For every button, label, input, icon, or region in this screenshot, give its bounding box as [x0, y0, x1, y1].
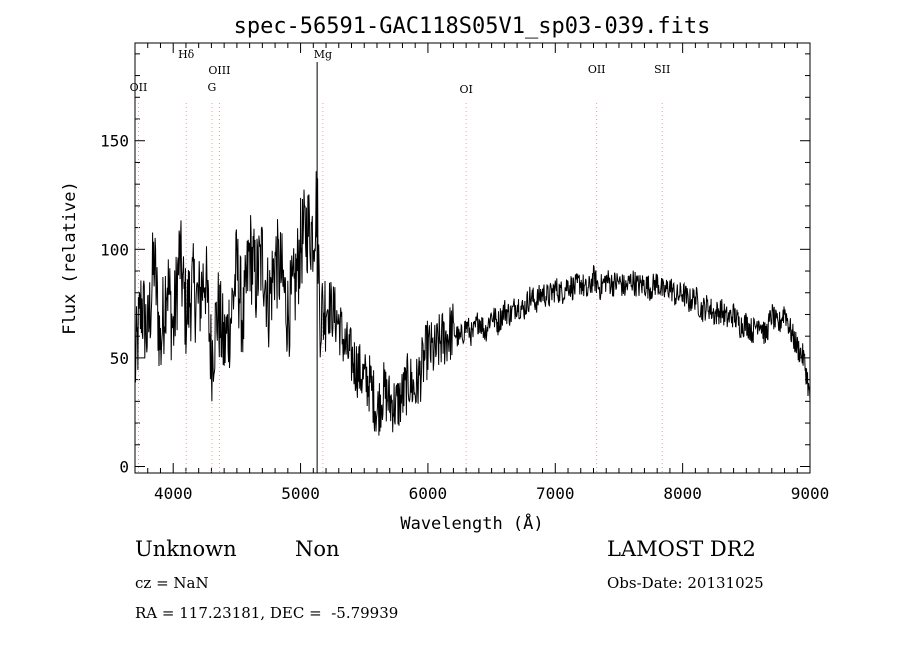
chart-title: spec-56591-GAC118S05V1_sp03-039.fits	[234, 14, 711, 39]
spectral-line-label: G	[208, 81, 217, 94]
object-class: Unknown	[135, 537, 237, 561]
y-tick-label: 50	[110, 349, 129, 368]
x-tick-label: 4000	[154, 484, 193, 503]
x-axis-label: Wavelength (Å)	[400, 512, 543, 534]
x-tick-label: 9000	[791, 484, 830, 503]
object-subclass: Non	[295, 537, 340, 561]
y-tick-label: 100	[100, 240, 129, 259]
survey-name: LAMOST DR2	[607, 537, 756, 561]
x-tick-label: 8000	[663, 484, 702, 503]
spectral-line-label: Hδ	[178, 48, 195, 61]
x-tick-labels: 4000 5000 6000 7000 8000 9000	[154, 484, 829, 503]
spectral-line-label: Mg	[314, 48, 332, 61]
y-tick-label: 0	[119, 457, 129, 476]
observation-date: Obs-Date: 20131025	[607, 574, 764, 592]
y-tick-label: 150	[100, 132, 129, 151]
spectral-line-markers: OII Hδ OIII G Mg OI OII SII	[130, 48, 670, 473]
spectral-line-label: OIII	[208, 64, 230, 77]
redshift-cz: cz = NaN	[135, 574, 209, 592]
y-tick-labels: 0 50 100 150	[100, 132, 129, 477]
y-axis-label: Flux (relative)	[60, 181, 80, 335]
plot-frame	[134, 42, 811, 474]
spectral-line-label: OI	[459, 83, 472, 96]
x-tick-label: 5000	[281, 484, 320, 503]
spectral-line-label: SII	[654, 63, 670, 76]
x-tick-label: 6000	[409, 484, 448, 503]
spectral-line-label: OII	[130, 81, 148, 94]
spectral-line-label: OII	[588, 63, 606, 76]
axis-ticks	[134, 43, 811, 473]
ra-dec-coordinates: RA = 117.23181, DEC = -5.79939	[135, 604, 399, 622]
flux-series-line	[134, 171, 811, 436]
x-tick-label: 7000	[536, 484, 575, 503]
